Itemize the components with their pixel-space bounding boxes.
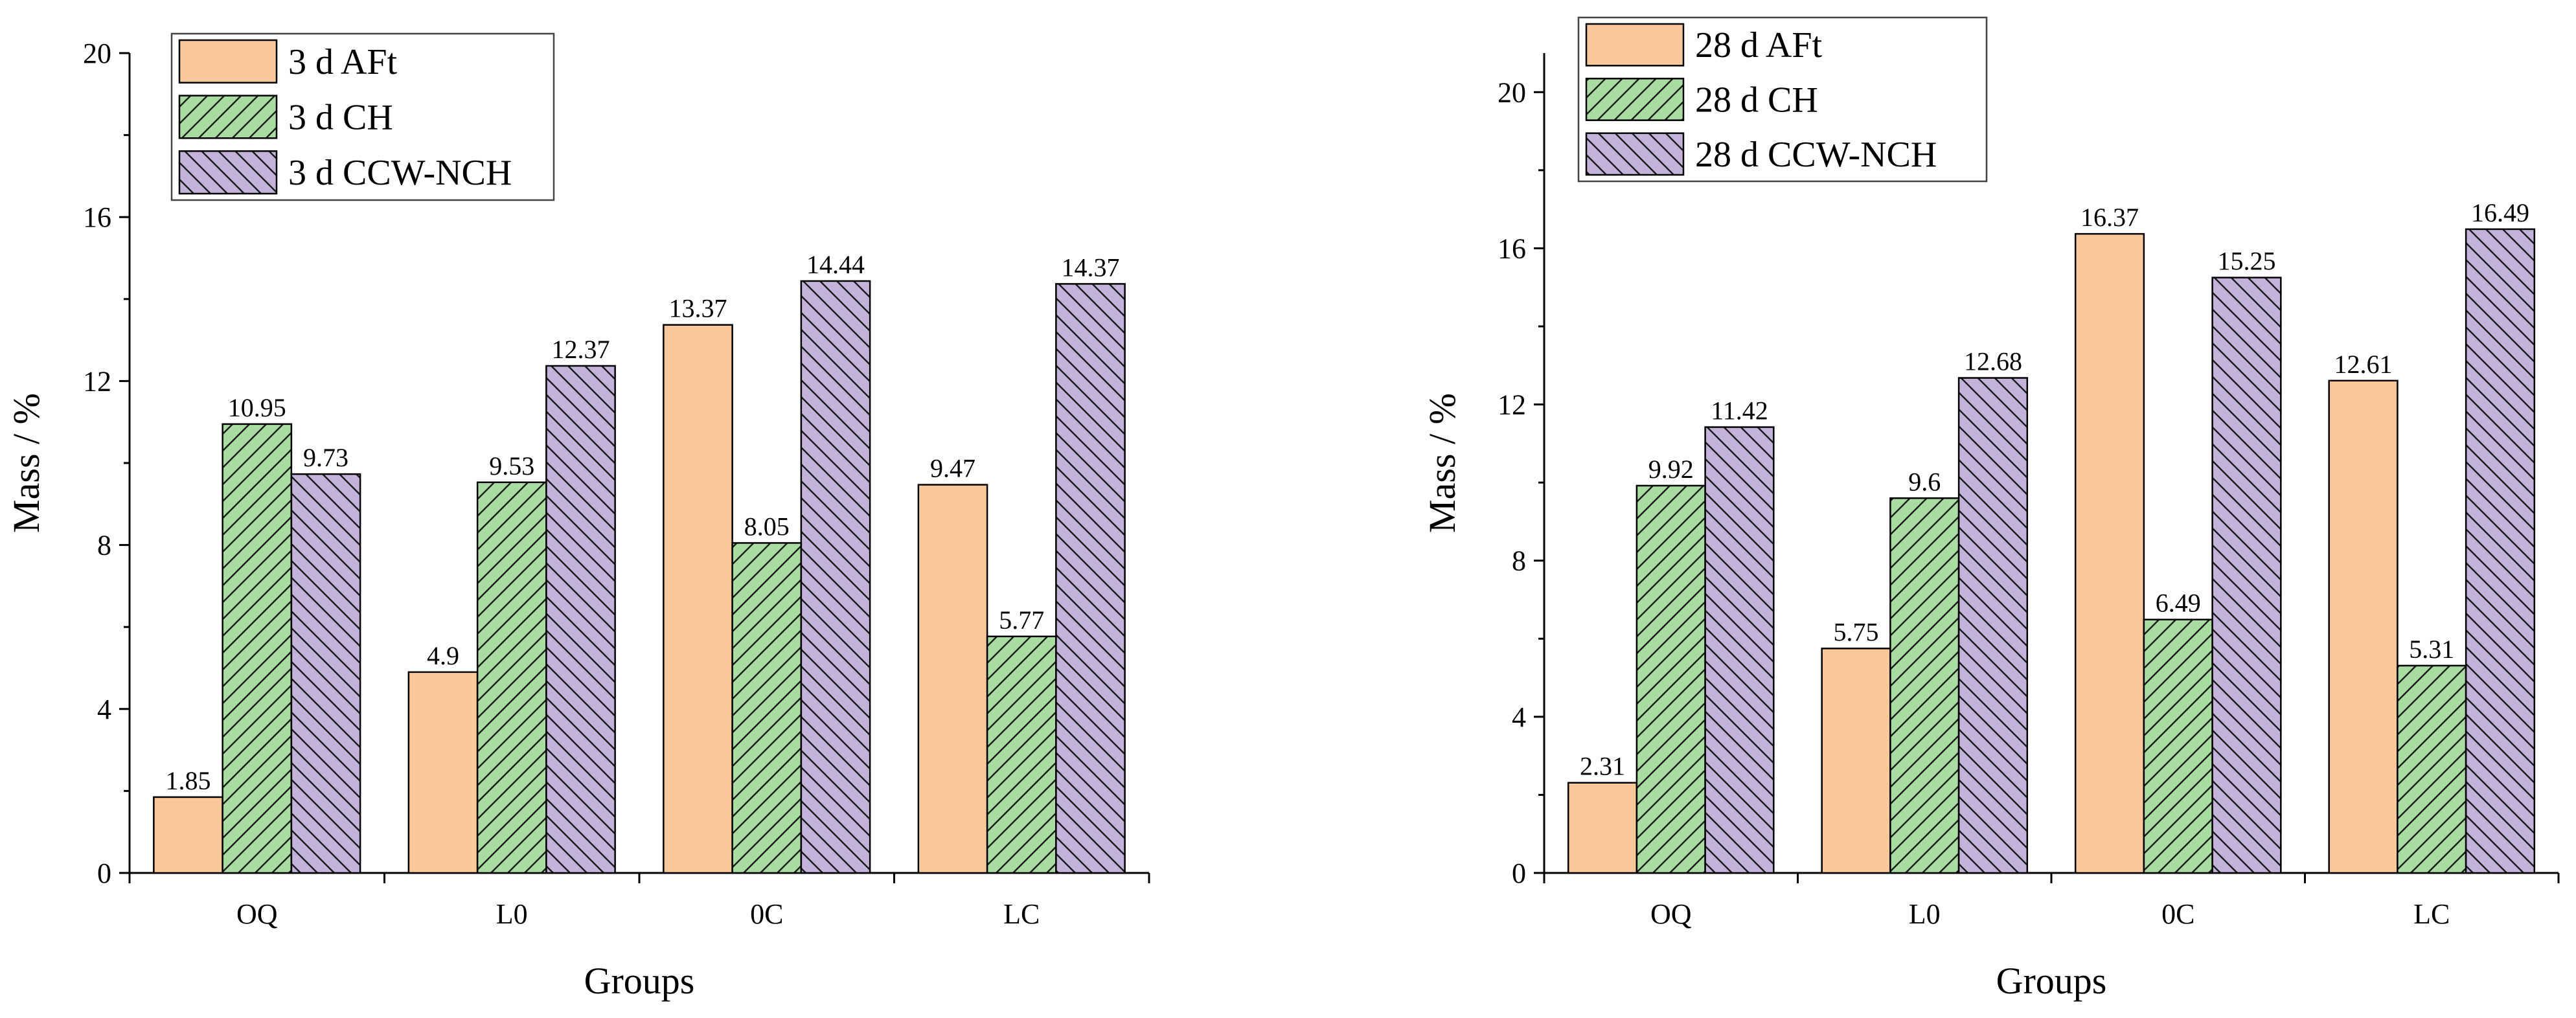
- data-label: 4.9: [427, 641, 459, 670]
- x-tick-label: OQ: [1650, 898, 1692, 930]
- x-tick-label: OQ: [236, 898, 278, 930]
- legend-swatch: [178, 95, 278, 139]
- bar: [1704, 426, 1775, 874]
- data-label: 10.95: [228, 393, 286, 422]
- data-label: 9.6: [1908, 467, 1941, 496]
- data-label: 16.49: [2471, 198, 2529, 227]
- x-tick-label: LC: [2413, 898, 2450, 930]
- bar: [545, 365, 616, 874]
- legend-label: 28 d CCW-NCH: [1695, 135, 1937, 175]
- bar: [731, 542, 803, 874]
- y-tick-label: 0: [97, 857, 111, 889]
- x-tick-label: L0: [1909, 898, 1941, 930]
- data-label: 12.68: [1964, 347, 2022, 376]
- bar: [917, 484, 988, 874]
- y-tick-label: 4: [97, 694, 111, 725]
- data-label: 9.73: [303, 443, 348, 472]
- y-tick-label: 12: [1498, 389, 1526, 421]
- data-label: 6.49: [2156, 589, 2201, 618]
- x-axis-title: Groups: [1996, 960, 2107, 1002]
- y-tick-label: 16: [1498, 232, 1526, 264]
- x-tick-label: LC: [1003, 898, 1040, 930]
- data-label: 2.31: [1580, 752, 1625, 781]
- data-label: 13.37: [669, 294, 727, 323]
- legend-swatch: [1585, 78, 1685, 121]
- x-tick-label: L0: [496, 898, 528, 930]
- legend-label: 3 d AFt: [288, 42, 397, 82]
- y-tick-label: 4: [1512, 701, 1526, 733]
- bar: [1055, 283, 1126, 874]
- legend-label: 3 d CCW-NCH: [288, 153, 512, 193]
- data-label: 12.37: [551, 335, 610, 364]
- bar: [1889, 497, 1960, 874]
- y-axis-title: Mass / %: [5, 393, 47, 533]
- data-label: 14.37: [1061, 253, 1119, 282]
- y-tick-label: 12: [83, 365, 111, 397]
- legend-label: 28 d AFt: [1695, 25, 1822, 65]
- legend-swatch: [178, 39, 278, 84]
- bar: [2328, 379, 2399, 874]
- data-label: 9.53: [489, 451, 534, 481]
- legend-label: 28 d CH: [1695, 80, 1818, 120]
- data-label: 8.05: [744, 512, 790, 541]
- bar: [2397, 664, 2467, 874]
- bar: [290, 473, 361, 874]
- bar: [2211, 277, 2282, 874]
- data-label: 11.42: [1711, 396, 1768, 425]
- bar: [1821, 648, 1891, 874]
- data-label: 5.75: [1834, 617, 1879, 646]
- bar: [222, 423, 293, 874]
- y-tick-label: 8: [97, 530, 111, 561]
- y-tick-label: 20: [83, 38, 111, 69]
- bar: [476, 481, 547, 874]
- bar: [2465, 228, 2536, 874]
- bar: [1636, 484, 1706, 874]
- legend-swatch: [178, 150, 278, 195]
- data-label: 5.77: [999, 605, 1044, 635]
- x-axis-title: Groups: [584, 960, 695, 1002]
- y-tick-label: 20: [1498, 76, 1526, 108]
- y-axis-title: Mass / %: [1421, 393, 1463, 533]
- legend-swatch: [1585, 23, 1685, 67]
- data-label: 14.44: [806, 250, 865, 279]
- bar: [2074, 232, 2145, 874]
- bar: [663, 324, 733, 874]
- chart-panel-3d: 0 4 8 12 16 20 OQ L0 0C LC Groups Mass / % 1.85 4.9 13…: [5, 32, 1150, 1002]
- data-label: 1.85: [166, 766, 211, 795]
- bar: [2143, 618, 2213, 874]
- data-label: 9.92: [1648, 455, 1694, 484]
- y-tick-label: 0: [1512, 857, 1526, 889]
- data-label: 9.47: [930, 454, 975, 483]
- x-tick-label: 0C: [750, 898, 783, 930]
- bar: [1567, 782, 1638, 874]
- bar: [986, 635, 1057, 874]
- y-tick-label: 16: [83, 201, 111, 233]
- x-tick-label: 0C: [2161, 898, 2194, 930]
- data-label: 5.31: [2409, 635, 2454, 664]
- data-label: 16.37: [2080, 203, 2139, 232]
- chart-panel-28d: 0 4 8 12 16 20 OQ L0 0C LC Groups Mass / % 2.31 5.75 1…: [1421, 16, 2560, 1002]
- data-label: 15.25: [2217, 247, 2275, 276]
- bar: [153, 796, 223, 874]
- bar: [1957, 377, 2029, 874]
- data-label: 12.61: [2334, 350, 2393, 379]
- bar: [800, 280, 871, 874]
- y-tick-label: 8: [1512, 545, 1526, 577]
- legend-label: 3 d CH: [288, 98, 393, 138]
- legend-swatch: [1585, 132, 1685, 176]
- bar: [407, 671, 479, 874]
